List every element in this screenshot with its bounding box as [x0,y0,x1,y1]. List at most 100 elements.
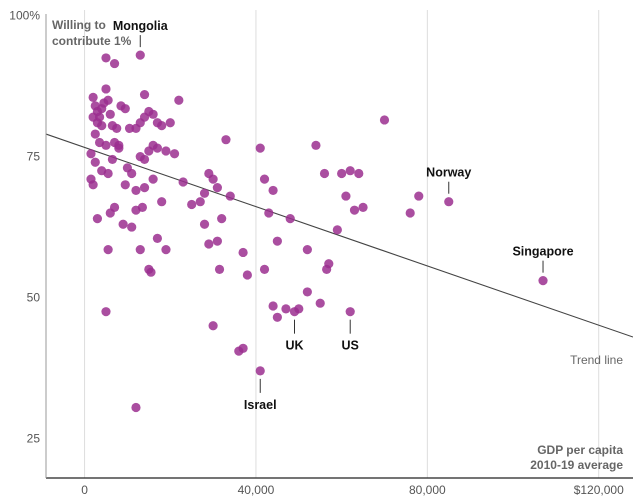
annotation-label-3: UK [285,339,303,353]
data-point-106 [405,208,415,218]
data-points [86,50,548,413]
data-point-82 [212,236,222,246]
data-point-98 [332,225,342,235]
data-point-93 [302,245,312,255]
annotation-label-1: Norway [426,166,471,180]
data-point-31 [165,118,175,128]
data-point-3 [88,92,98,102]
data-point-52 [120,180,130,190]
data-point-75 [161,245,171,255]
data-point-116 [208,321,218,331]
data-point-64 [217,214,227,224]
data-point-36 [90,157,100,167]
data-point-122 [538,276,548,286]
data-point-19 [124,123,135,134]
data-point-117 [101,307,111,317]
data-point-108 [259,264,270,274]
data-point-92 [281,304,291,314]
data-point-85 [242,270,252,280]
data-point-39 [107,154,118,165]
data-point-16 [112,123,122,134]
data-point-63 [212,183,222,193]
x-axis-title-line-1: GDP per capita [537,443,623,457]
data-point-47 [152,143,163,153]
y-tick-label-3: 100% [9,9,40,23]
data-point-44 [139,154,150,165]
data-point-77 [135,245,145,255]
data-point-69 [109,202,120,212]
data-point-84 [238,247,248,258]
data-point-11 [105,109,115,119]
data-point-121 [444,197,454,207]
data-point-102 [354,168,364,179]
data-point-86 [255,143,265,153]
data-point-38 [103,168,113,179]
data-point-66 [221,135,231,145]
data-point-112 [302,287,312,297]
data-point-14 [97,120,107,131]
data-point-58 [187,199,197,210]
y-axis-title-line-2: contribute 1% [52,34,132,48]
data-point-71 [127,222,137,232]
data-point-59 [195,197,205,207]
data-point-40 [114,140,124,150]
data-point-48 [161,146,171,156]
data-point-119 [289,307,300,317]
data-point-97 [322,264,332,274]
data-point-22 [101,140,111,150]
annotations: Mongolia Norway Singapore UK US Israel [113,19,574,412]
data-point-60 [199,188,210,198]
data-point-1 [109,58,120,69]
annotation-label-2: Singapore [512,245,573,259]
data-point-20 [90,129,100,139]
data-point-115 [238,343,248,353]
annotation-label-4: US [342,339,359,353]
data-point-83 [214,264,225,274]
data-point-56 [157,197,167,207]
data-point-80 [199,219,210,229]
x-tick-label-0: 0 [81,483,88,497]
data-point-67 [92,214,103,224]
data-point-79 [146,267,156,277]
data-point-2 [135,50,145,60]
data-point-109 [268,301,278,311]
trend-line [45,133,633,338]
data-point-103 [349,205,360,215]
data-point-89 [264,208,274,218]
annotation-label-5: Israel [244,398,277,412]
data-point-32 [174,95,184,105]
data-point-55 [148,174,158,184]
data-point-34 [144,106,154,117]
x-tick-label-2: 80,000 [409,483,446,497]
data-point-0 [101,53,111,63]
data-point-35 [86,149,96,159]
data-point-104 [358,202,368,212]
data-point-54 [139,183,150,193]
x-axis-title-line-2: 2010-19 average [530,458,623,472]
data-point-120 [345,307,355,317]
data-point-70 [118,219,128,229]
data-point-113 [315,298,325,308]
tick-labels: 0 40,000 80,000 $120,000 25 50 75 100% [9,9,624,497]
y-tick-label-2: 75 [27,150,41,164]
data-point-100 [341,191,351,201]
data-point-9 [101,84,111,94]
data-point-53 [131,185,141,196]
trend-line-label: Trend line [570,353,623,367]
data-point-81 [204,239,214,249]
data-point-74 [152,233,163,243]
data-point-91 [272,236,282,246]
data-point-51 [88,180,98,190]
data-point-10 [103,95,113,105]
data-point-42 [127,168,137,179]
data-point-123 [131,402,141,413]
data-point-118 [255,366,265,376]
x-tick-label-3: $120,000 [574,483,624,497]
data-point-88 [268,185,278,196]
data-point-65 [225,191,235,201]
annotation-label-0: Mongolia [113,19,169,33]
data-point-30 [157,120,167,131]
data-point-57 [178,177,188,187]
data-point-107 [414,191,424,201]
